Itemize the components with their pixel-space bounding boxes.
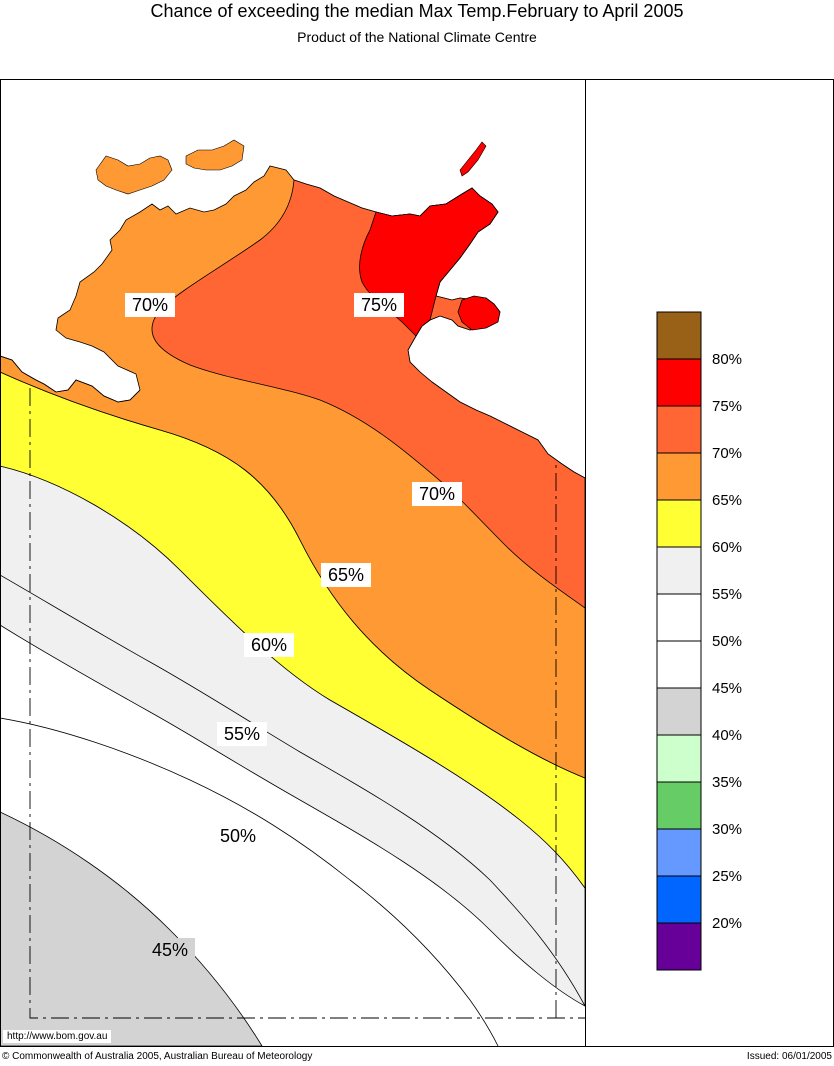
contour-50 — [1, 717, 499, 1046]
island-melville — [185, 139, 245, 171]
svg-text:50%: 50% — [220, 826, 256, 846]
legend-label: 65% — [712, 492, 742, 509]
coastline-top-end — [1, 355, 141, 403]
legend-swatch — [656, 687, 702, 736]
zone-45 — [1, 812, 263, 1046]
legend-swatch — [656, 734, 702, 783]
legend-swatch — [656, 546, 702, 595]
svg-text:70%: 70% — [419, 484, 455, 504]
contour-label: 50% — [213, 824, 263, 848]
legend-label: 20% — [712, 915, 742, 932]
copyright-text: © Commonwealth of Australia 2005, Austra… — [2, 1051, 313, 1062]
legend-label: 70% — [712, 445, 742, 462]
legend-label: 35% — [712, 774, 742, 791]
contour-label: 65% — [321, 563, 371, 587]
contour-label: 75% — [354, 293, 404, 317]
legend-swatch — [656, 875, 702, 924]
legend-swatch — [656, 828, 702, 877]
legend-label: 60% — [712, 539, 742, 556]
legend-label: 80% — [712, 351, 742, 368]
island-bathurst — [95, 155, 173, 195]
island-groote — [457, 295, 501, 331]
svg-text:75%: 75% — [361, 295, 397, 315]
legend-swatch — [656, 593, 702, 642]
legend-swatch — [656, 405, 702, 454]
legend-label: 25% — [712, 868, 742, 885]
contour-label: 45% — [145, 938, 195, 962]
legend-swatch — [656, 922, 702, 971]
legend: 80% 75% 70% 65% 60% 55% 50% 45% 40% 35% 30% 25% 20% — [656, 311, 742, 971]
contour-55 — [1, 575, 585, 1007]
url-text: http://www.bom.gov.au — [3, 1030, 112, 1043]
svg-text:70%: 70% — [132, 295, 168, 315]
issued-date: Issued: 06/01/2005 — [746, 1051, 832, 1062]
legend-label: 50% — [712, 633, 742, 650]
svg-text:45%: 45% — [152, 940, 188, 960]
legend-swatch — [656, 640, 702, 689]
contour-label: 70% — [125, 293, 175, 317]
legend-swatch — [656, 452, 702, 501]
legend-label: 30% — [712, 821, 742, 838]
legend-label: 40% — [712, 727, 742, 744]
svg-text:65%: 65% — [328, 565, 364, 585]
svg-text:55%: 55% — [224, 724, 260, 744]
svg-text:60%: 60% — [251, 635, 287, 655]
contour-label: 55% — [217, 722, 267, 746]
map-title: Chance of exceeding the median Max Temp.… — [150, 1, 684, 21]
legend-swatch — [656, 358, 702, 407]
map-subtitle: Product of the National Climate Centre — [297, 29, 537, 45]
legend-label: 55% — [712, 586, 742, 603]
state-boundary — [29, 388, 585, 1019]
legend-label: 45% — [712, 680, 742, 697]
legend-label: 75% — [712, 398, 742, 415]
contour-label: 70% — [412, 482, 462, 506]
island-wessel — [459, 141, 487, 177]
legend-swatch — [656, 499, 702, 548]
legend-swatch — [656, 311, 702, 360]
legend-swatch — [656, 781, 702, 830]
contour-label: 60% — [244, 633, 294, 657]
contour-labels: 70% 75% 70% 65% 60% 55% 50% 45% — [125, 293, 462, 962]
map-area — [1, 139, 585, 1046]
